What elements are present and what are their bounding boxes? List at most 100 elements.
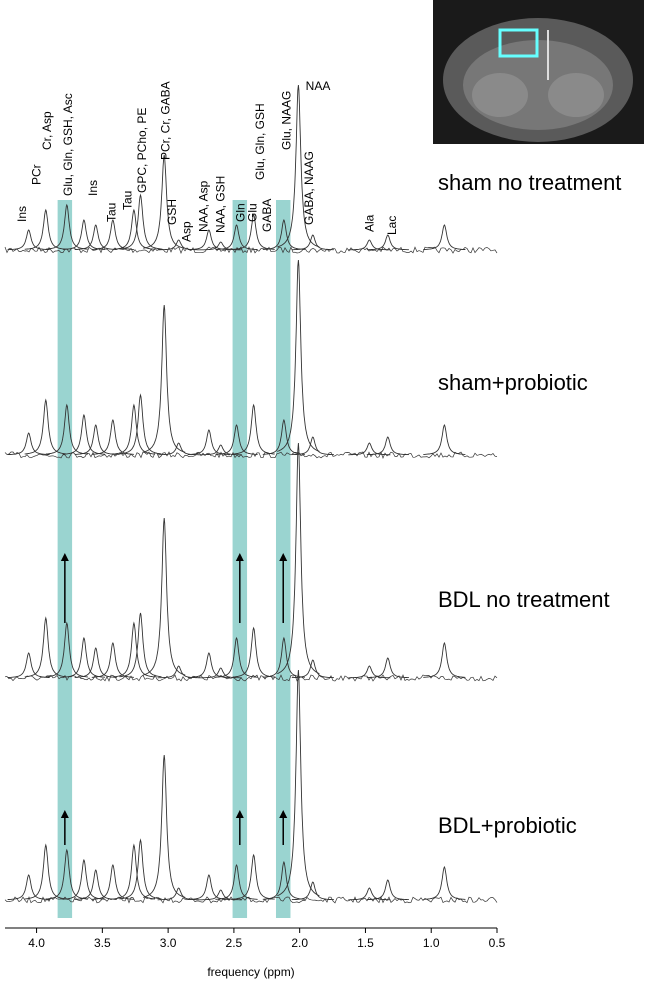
peak: [348, 887, 391, 901]
peak: [74, 869, 117, 900]
peak: [119, 393, 162, 455]
peak: [423, 224, 466, 250]
peak-annotation: Glu, Gln, GSH, Asc: [61, 93, 75, 196]
increase-arrowhead: [60, 553, 69, 561]
peak-annotation: Ins: [86, 180, 100, 196]
peak: [74, 647, 117, 678]
peak: [423, 641, 466, 678]
peak: [112, 208, 156, 250]
peak-annotation: PCr: [30, 164, 44, 185]
peak: [215, 424, 258, 455]
peak: [45, 848, 88, 900]
peak: [348, 442, 391, 456]
peak-annotation: Glu, Gln, GSH: [253, 103, 267, 180]
peak-annotation: Glu, NAAG: [280, 91, 294, 150]
peak: [366, 657, 409, 679]
peak: [215, 863, 258, 900]
peak: [74, 424, 117, 455]
peak-annotation: Tau: [105, 203, 119, 222]
peak: [119, 193, 162, 250]
peak-annotation: GABA: [260, 199, 274, 232]
peak-annotation: PCr, Cr, GABA: [158, 81, 172, 160]
peak: [366, 879, 409, 901]
x-tick-label: 2.5: [226, 936, 243, 950]
increase-arrowhead: [235, 810, 244, 818]
peak: [232, 853, 275, 900]
peak: [7, 432, 50, 456]
peak: [74, 224, 117, 250]
peak: [277, 84, 320, 248]
peak: [112, 621, 156, 678]
peak: [112, 843, 156, 900]
peak-annotation: NAA, GSH: [214, 176, 228, 233]
peak-annotation: Lac: [385, 216, 399, 235]
peak: [348, 665, 391, 679]
peak: [187, 652, 230, 678]
peak-annotation: GSH: [165, 199, 179, 225]
peak-annotation: Cr, Asp: [40, 111, 54, 150]
baseline-noise: [4, 451, 498, 459]
x-tick-label: 4.0: [28, 936, 45, 950]
x-tick-label: 3.0: [160, 936, 177, 950]
peak: [24, 843, 67, 900]
peak: [119, 612, 162, 678]
peak: [215, 224, 258, 250]
peak: [199, 889, 242, 901]
peak: [7, 652, 50, 678]
peak: [232, 213, 275, 250]
peak: [262, 218, 305, 250]
peak: [277, 442, 320, 675]
peak: [24, 208, 67, 250]
peak-annotation: Tau: [120, 191, 134, 210]
peak: [187, 874, 230, 900]
peak: [91, 418, 134, 455]
peak: [232, 626, 275, 678]
peak-annotation: GABA, NAAG: [302, 151, 316, 225]
peak: [366, 234, 409, 251]
peak-annotation: Ins: [15, 206, 29, 222]
peak: [7, 229, 50, 251]
peak-annotation: NAA, Asp: [197, 180, 211, 232]
peak-annotation: NAA: [306, 79, 331, 93]
peak-annotation: Gln: [233, 203, 247, 222]
peak-annotation: Ala: [362, 214, 376, 232]
peak: [277, 259, 320, 452]
peak: [24, 398, 67, 455]
increase-arrowhead: [279, 810, 288, 818]
peak: [143, 754, 186, 898]
peak: [423, 423, 466, 455]
peak: [199, 241, 242, 251]
peak: [199, 444, 242, 456]
increase-arrowhead: [235, 553, 244, 561]
peak: [119, 838, 162, 900]
peak: [91, 863, 134, 900]
peak: [143, 517, 186, 676]
baseline-noise: [4, 246, 498, 254]
peak: [112, 403, 156, 455]
increase-arrowhead: [60, 810, 69, 818]
peak-annotation: GPC, PCho, PE: [135, 108, 149, 193]
peak-annotation: Glu: [245, 203, 259, 222]
peak: [91, 641, 134, 678]
peak: [45, 203, 88, 250]
peak: [7, 874, 50, 900]
mri-inset: [433, 0, 644, 144]
series-label: BDL no treatment: [438, 587, 610, 612]
series-label: BDL+probiotic: [438, 813, 577, 838]
x-tick-label: 3.5: [94, 936, 111, 950]
peak: [45, 621, 88, 678]
peak: [277, 669, 320, 897]
peak: [45, 403, 88, 455]
x-tick-label: 0.5: [489, 936, 506, 950]
series-label: sham+probiotic: [438, 370, 588, 395]
series-label: sham no treatment: [438, 170, 621, 195]
peak: [291, 881, 334, 901]
peak: [215, 636, 258, 678]
peak-annotation: Asp: [180, 221, 194, 242]
peak: [291, 234, 334, 251]
x-tick-label: 1.5: [357, 936, 374, 950]
x-tick-label: 1.0: [423, 936, 440, 950]
peak: [199, 667, 242, 679]
peak: [348, 239, 391, 251]
